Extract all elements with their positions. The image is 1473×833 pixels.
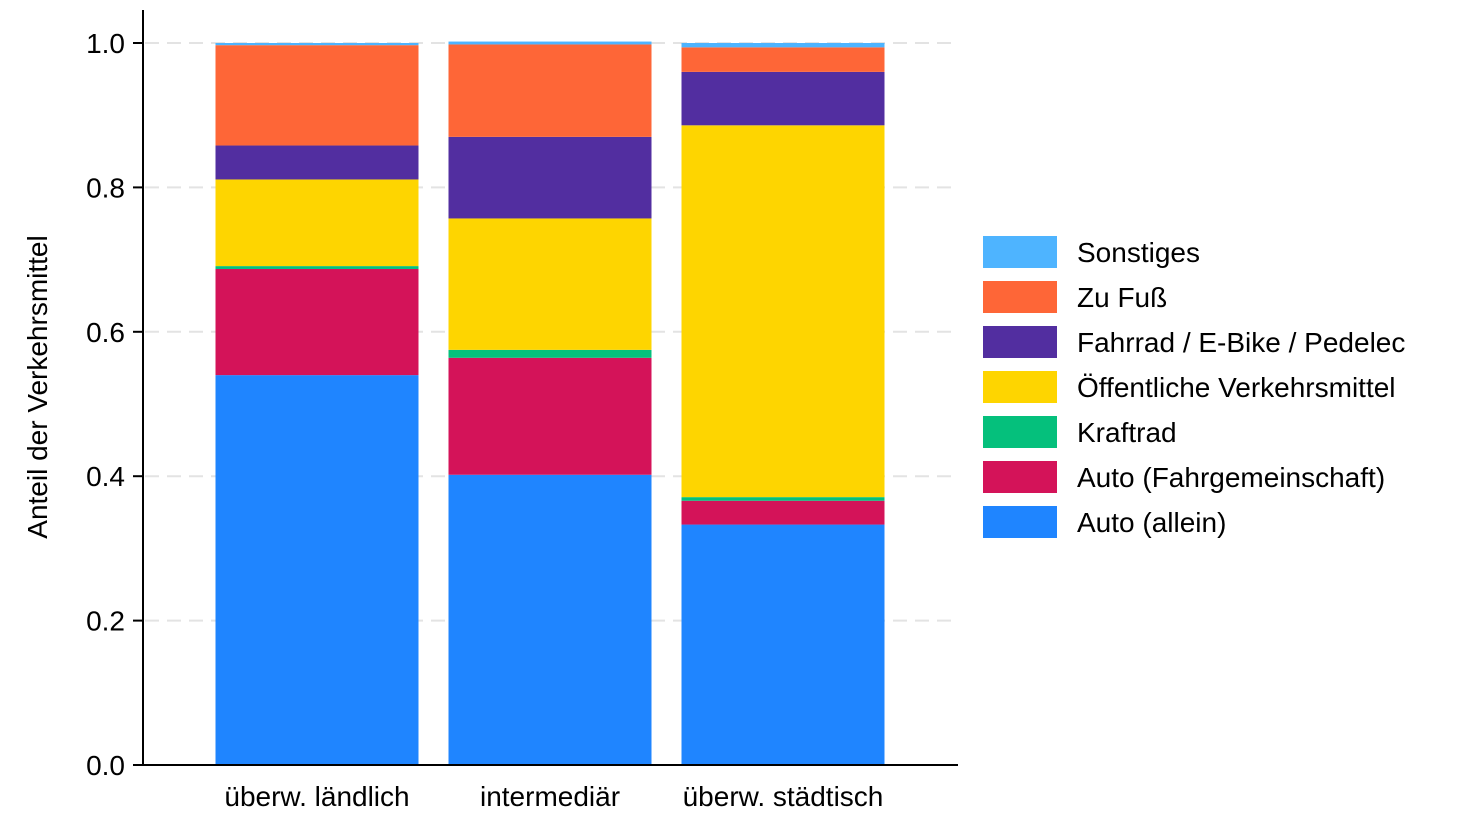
bar-segment	[215, 145, 419, 180]
y-tick-label: 0.2	[86, 606, 125, 637]
y-ticks: 0.0 0.2 0.4 0.6 0.8 1.0	[86, 28, 143, 781]
legend-label: Auto (allein)	[1077, 507, 1226, 538]
bar-segment	[448, 349, 652, 358]
bar-segment	[448, 357, 652, 475]
bar-segment	[681, 43, 885, 48]
bar-segment	[215, 268, 419, 376]
bar-segment	[215, 179, 419, 267]
bar-segment	[681, 524, 885, 765]
y-axis-label: Anteil der Verkehrsmittel	[22, 235, 53, 538]
y-tick-label: 0.6	[86, 317, 125, 348]
x-ticks: überw. ländlich intermediär überw. städtis…	[224, 781, 883, 812]
legend-swatch	[983, 506, 1057, 538]
y-tick-label: 0.0	[86, 750, 125, 781]
bar-segment	[448, 474, 652, 765]
x-tick-label: überw. städtisch	[683, 781, 884, 812]
y-tick-label: 0.4	[86, 461, 125, 492]
legend-label: Öffentliche Verkehrsmittel	[1077, 372, 1396, 403]
bar-segment	[215, 266, 419, 269]
legend-label: Zu Fuß	[1077, 282, 1167, 313]
legend-label: Auto (Fahrgemeinschaft)	[1077, 462, 1385, 493]
bar-segment	[681, 497, 885, 501]
bars	[215, 41, 885, 765]
legend-swatch	[983, 416, 1057, 448]
legend-label: Sonstiges	[1077, 237, 1200, 268]
bar-segment	[215, 43, 419, 46]
legend-swatch	[983, 326, 1057, 358]
legend-label: Kraftrad	[1077, 417, 1177, 448]
legend-swatch	[983, 236, 1057, 268]
legend-label: Fahrrad / E-Bike / Pedelec	[1077, 327, 1405, 358]
y-tick-label: 1.0	[86, 28, 125, 59]
legend-swatch	[983, 371, 1057, 403]
x-tick-label: intermediär	[480, 781, 620, 812]
bar-segment	[215, 375, 419, 765]
bar-segment	[448, 41, 652, 45]
bar-segment	[681, 71, 885, 126]
bar-segment	[448, 218, 652, 350]
x-tick-label: überw. ländlich	[224, 781, 409, 812]
bar-segment	[681, 125, 885, 498]
y-tick-label: 0.8	[86, 172, 125, 203]
bar-segment	[215, 45, 419, 146]
axes	[142, 10, 958, 766]
legend: Sonstiges Zu Fuß Fahrrad / E-Bike / Pedele…	[983, 236, 1405, 538]
bar-segment	[448, 136, 652, 219]
bar-segment	[681, 47, 885, 72]
legend-swatch	[983, 461, 1057, 493]
legend-swatch	[983, 281, 1057, 313]
bar-segment	[681, 500, 885, 525]
bar-segment	[448, 44, 652, 137]
